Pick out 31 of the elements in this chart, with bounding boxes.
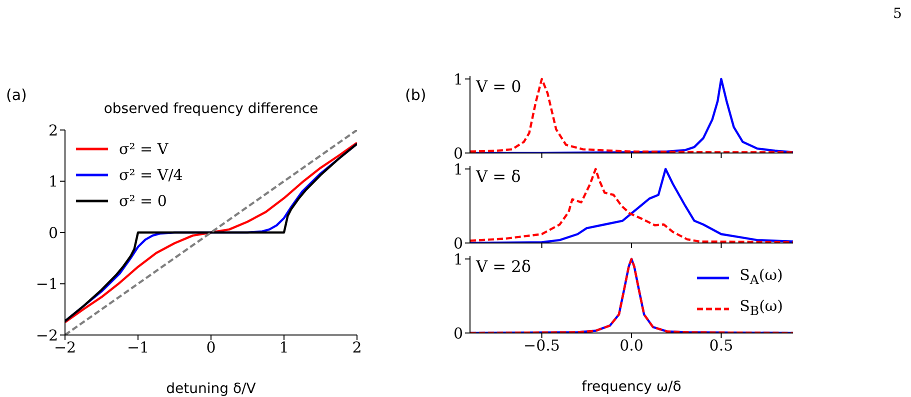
annotation: V = 0 (476, 77, 522, 96)
y-tick-label: 0 (453, 144, 463, 162)
x-tick-label: 0.0 (620, 336, 644, 355)
y-tick-label: 2 (48, 121, 58, 140)
annotation: V = 2δ (476, 257, 531, 276)
y-tick-label: 0 (453, 324, 463, 342)
x-tick-label: 0.5 (709, 336, 734, 355)
y-tick-label: 1 (48, 172, 58, 191)
y-tick-label: −1 (36, 275, 58, 294)
legend-label: σ² = 0 (119, 191, 167, 212)
text: 5 (893, 6, 902, 22)
y-tick-label: 0 (48, 224, 58, 242)
x-tick-label: 2 (352, 338, 362, 357)
x-axis-title: detuning δ/V (166, 381, 256, 397)
legend-label: σ² = V (119, 139, 168, 160)
y-tick-label: 0 (453, 234, 463, 252)
legend-label: S$_{B}$(ω) (740, 296, 783, 320)
x-tick-label: −1 (126, 338, 150, 357)
legend-label: S$_{A}$(ω) (740, 265, 783, 289)
y-tick-label: 1 (453, 250, 463, 268)
y-tick-label: 1 (453, 70, 463, 88)
legend-label: σ² = V/4 (119, 165, 183, 186)
text: (b) (405, 86, 426, 104)
x-tick-label: −0.5 (524, 336, 560, 355)
x-tick-label: 0 (206, 338, 216, 357)
y-tick-label: 1 (453, 160, 463, 178)
chart-title: observed frequency difference (102, 101, 320, 117)
annotation: V = δ (476, 167, 521, 186)
text: (a) (6, 86, 27, 104)
x-tick-label: 1 (279, 338, 289, 357)
x-axis-title: frequency ω/δ (582, 379, 682, 395)
